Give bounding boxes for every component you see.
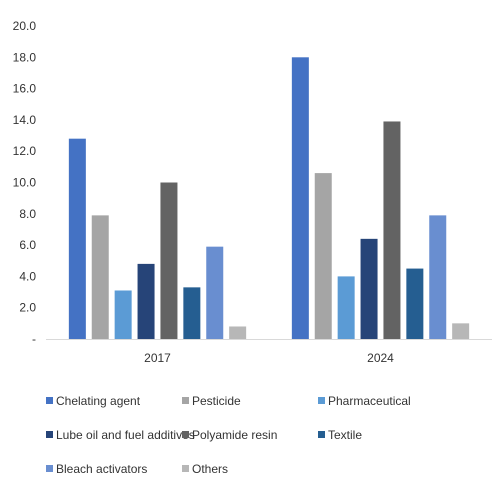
legend-swatch (182, 465, 189, 472)
bar (406, 268, 424, 339)
bars-group (68, 57, 470, 340)
bar (183, 287, 201, 339)
bar (137, 263, 155, 339)
bar (68, 138, 86, 339)
legend-label: Pesticide (192, 394, 241, 408)
y-tick-label: 14.0 (13, 113, 37, 127)
y-tick-label: 6.0 (19, 238, 36, 252)
bar (229, 326, 247, 339)
legend-label: Others (192, 462, 228, 476)
legend-swatch (182, 431, 189, 438)
legend-label: Bleach activators (56, 462, 147, 476)
bar (291, 57, 309, 340)
legend-swatch (46, 431, 53, 438)
y-tick-label: 4.0 (19, 269, 36, 283)
y-tick-label: 12.0 (13, 144, 37, 158)
legend-swatch (318, 397, 325, 404)
legend-label: Textile (328, 428, 362, 442)
y-tick-label: 10.0 (13, 176, 37, 190)
legend-label: Chelating agent (56, 394, 141, 408)
x-axis: 2017 2024 (46, 339, 492, 365)
bar (91, 215, 109, 339)
bar (160, 182, 178, 339)
bar (360, 238, 378, 339)
legend-label: Lube oil and fuel additives (56, 428, 195, 442)
x-tick-label: 2024 (367, 351, 394, 365)
y-tick-label: 18.0 (13, 50, 37, 64)
bar (206, 246, 224, 339)
legend: Chelating agent Pesticide Pharmaceutical Lu… (46, 394, 411, 476)
y-tick-label: 2.0 (19, 301, 36, 315)
bar (337, 276, 355, 339)
y-tick-label: 20.0 (13, 19, 37, 33)
legend-swatch (182, 397, 189, 404)
bar (452, 323, 470, 339)
x-tick-label: 2017 (144, 351, 171, 365)
bar (314, 173, 332, 339)
legend-label: Polyamide resin (192, 428, 277, 442)
y-tick-label: 16.0 (13, 82, 37, 96)
y-tick-label: - (32, 332, 36, 346)
bar (429, 215, 447, 339)
legend-swatch (46, 397, 53, 404)
legend-label: Pharmaceutical (328, 394, 411, 408)
y-tick-label: 8.0 (19, 207, 36, 221)
y-axis: - 2.0 4.0 6.0 8.0 10.0 12.0 14.0 16.0 18.0 20.0 (13, 19, 37, 346)
legend-swatch (46, 465, 53, 472)
legend-swatch (318, 431, 325, 438)
bar (383, 121, 401, 339)
bar (114, 290, 132, 339)
